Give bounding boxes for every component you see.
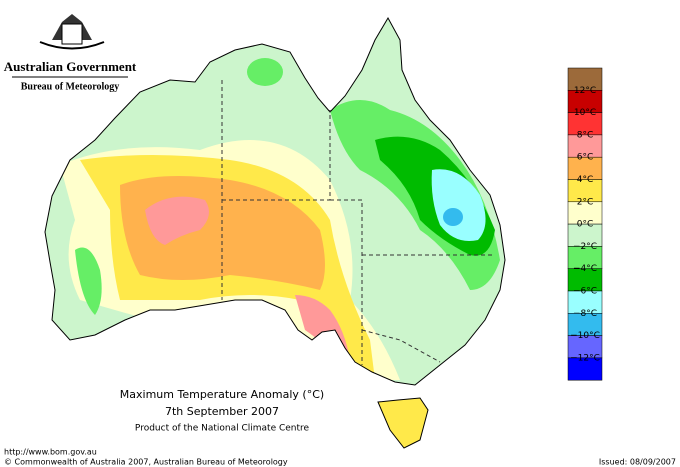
legend-label: −8°C bbox=[573, 309, 597, 319]
state-borders bbox=[221, 80, 495, 365]
map-credit: Product of the National Climate Centre bbox=[135, 424, 310, 434]
footer-copyright: © Commonwealth of Australia 2007, Austra… bbox=[4, 458, 288, 467]
map-title: Maximum Temperature Anomaly (°C) bbox=[120, 388, 324, 401]
legend-label: 8°C bbox=[577, 130, 594, 140]
legend-label: 2°C bbox=[577, 197, 594, 207]
legend-label: 10°C bbox=[574, 108, 596, 118]
legend-label: −12°C bbox=[570, 353, 600, 363]
legend-label: −6°C bbox=[573, 287, 597, 297]
legend-label: 6°C bbox=[577, 153, 594, 163]
logo bbox=[39, 14, 105, 50]
footer-url: http://www.bom.gov.au bbox=[4, 448, 97, 457]
legend-label: 4°C bbox=[577, 175, 594, 185]
legend-swatch bbox=[567, 357, 603, 381]
header-subtitle: Bureau of Meteorology bbox=[21, 81, 120, 92]
tasmania bbox=[377, 397, 429, 449]
footer-issued: Issued: 08/09/2007 bbox=[599, 458, 676, 467]
legend-label: −10°C bbox=[570, 331, 600, 341]
legend-label: 12°C bbox=[574, 86, 596, 96]
map-date: 7th September 2007 bbox=[165, 405, 279, 418]
header-title: Australian Government bbox=[4, 59, 137, 74]
legend: 12°C 10°C 8°C 6°C 4°C 2°C 0°C −2°C −4°C −6°C −8°C −… bbox=[567, 67, 603, 381]
legend-label: 0°C bbox=[577, 220, 594, 230]
legend-label: −4°C bbox=[573, 264, 597, 274]
legend-label: −2°C bbox=[573, 242, 597, 252]
